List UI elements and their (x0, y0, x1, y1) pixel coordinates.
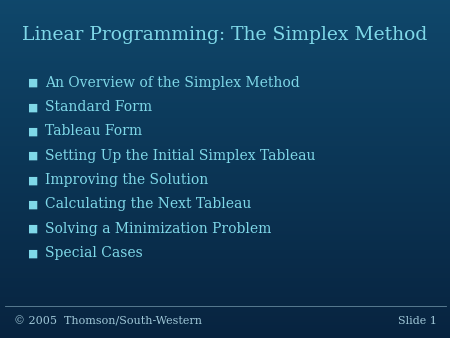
Text: ■: ■ (27, 248, 37, 258)
Text: Improving the Solution: Improving the Solution (45, 173, 208, 187)
Text: ■: ■ (27, 126, 37, 137)
Text: Calculating the Next Tableau: Calculating the Next Tableau (45, 197, 252, 212)
Text: ■: ■ (27, 102, 37, 112)
Text: Solving a Minimization Problem: Solving a Minimization Problem (45, 222, 271, 236)
Text: Slide 1: Slide 1 (398, 316, 436, 326)
Text: An Overview of the Simplex Method: An Overview of the Simplex Method (45, 76, 300, 90)
Text: Special Cases: Special Cases (45, 246, 143, 260)
Text: ■: ■ (27, 224, 37, 234)
Text: ■: ■ (27, 199, 37, 210)
Text: © 2005  Thomson/South-Western: © 2005 Thomson/South-Western (14, 316, 202, 326)
Text: Setting Up the Initial Simplex Tableau: Setting Up the Initial Simplex Tableau (45, 149, 315, 163)
Text: Standard Form: Standard Form (45, 100, 152, 114)
Text: Tableau Form: Tableau Form (45, 124, 142, 139)
Text: ■: ■ (27, 151, 37, 161)
Text: ■: ■ (27, 78, 37, 88)
Text: Linear Programming: The Simplex Method: Linear Programming: The Simplex Method (22, 26, 427, 45)
Text: ■: ■ (27, 175, 37, 185)
